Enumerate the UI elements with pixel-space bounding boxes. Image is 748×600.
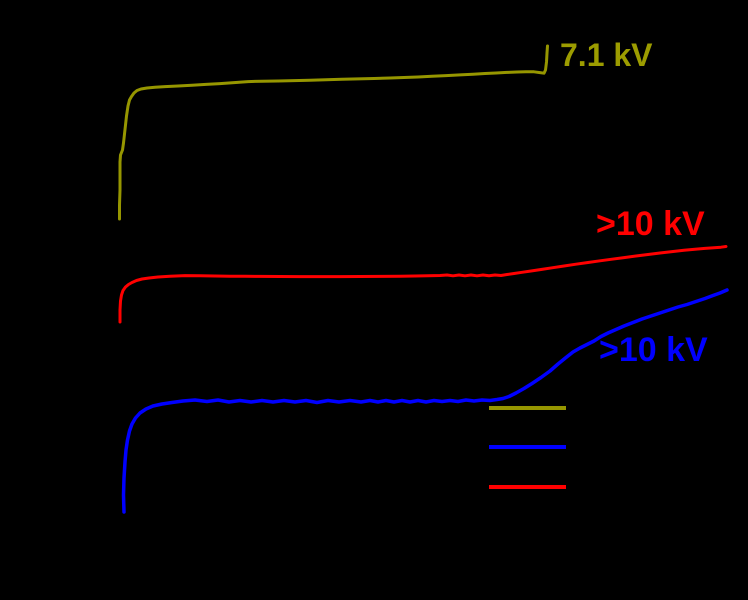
curve-olive bbox=[118, 44, 549, 221]
curve-red bbox=[118, 245, 728, 324]
curve-label-blue: >10 kV bbox=[599, 331, 708, 369]
curve-label-olive: 7.1 kV bbox=[560, 37, 653, 73]
curve-label-red: >10 kV bbox=[596, 205, 705, 243]
curve-blue bbox=[121, 288, 729, 514]
